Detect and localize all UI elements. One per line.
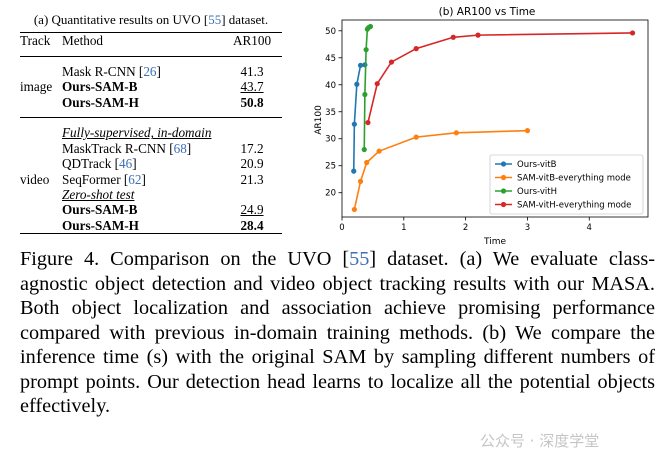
data-point bbox=[351, 168, 357, 174]
track-video: video bbox=[20, 171, 50, 187]
citation-link[interactable]: 68 bbox=[173, 140, 187, 156]
y-tick-label: 35 bbox=[325, 108, 336, 118]
legend-swatch-marker bbox=[500, 161, 507, 167]
y-tick-label: 25 bbox=[325, 162, 336, 172]
data-point bbox=[413, 134, 419, 140]
series-ours-vith bbox=[361, 23, 374, 153]
data-point bbox=[354, 81, 360, 87]
citation-link[interactable]: 62 bbox=[128, 171, 142, 187]
header-method: Method bbox=[62, 33, 104, 48]
chart-title: (b) AR100 vs Time bbox=[439, 6, 536, 18]
x-tick-label: 2 bbox=[463, 223, 468, 233]
top-rule bbox=[20, 32, 282, 33]
legend-swatch-marker bbox=[500, 174, 507, 181]
data-point bbox=[629, 30, 636, 36]
results-table-panel: (a) Quantitative results on UVO [55] dat… bbox=[20, 12, 282, 235]
series-sam-vitb-everything-mode bbox=[351, 128, 531, 213]
x-tick-label: 4 bbox=[587, 223, 592, 233]
table-caption: (a) Quantitative results on UVO [55] dat… bbox=[33, 12, 269, 27]
figure-caption: Figure 4. Comparison on the UVO [55] dat… bbox=[20, 248, 656, 417]
x-axis-label: Time bbox=[483, 237, 506, 247]
data-point bbox=[453, 130, 459, 136]
header-track: Track bbox=[20, 33, 51, 48]
y-axis-label: AR100 bbox=[314, 105, 324, 135]
data-point bbox=[388, 59, 395, 65]
series-ours-vitb bbox=[351, 62, 368, 174]
data-point bbox=[413, 46, 419, 52]
bottom-rule bbox=[20, 233, 282, 235]
data-point bbox=[376, 148, 382, 154]
table-header-row: Track Method AR100 bbox=[20, 33, 282, 48]
citation-link[interactable]: 26 bbox=[143, 63, 157, 79]
x-tick-label: 0 bbox=[339, 223, 344, 233]
header-rule bbox=[20, 55, 282, 57]
table-row: image Mask R-CNN [26] 41.3 bbox=[20, 63, 282, 94]
data-point bbox=[357, 178, 364, 184]
group-rule bbox=[20, 117, 282, 119]
section-label-supervised: Fully-supervised, in-domain bbox=[62, 125, 212, 141]
legend-entry: Ours-vitH bbox=[517, 187, 557, 197]
y-tick-label: 45 bbox=[325, 54, 336, 64]
watermark-text: 公众号 · 深度学堂 bbox=[480, 432, 600, 450]
table-row: Ours-SAM-B 24.9 bbox=[62, 202, 264, 218]
data-point bbox=[367, 23, 374, 30]
y-tick-label: 40 bbox=[325, 81, 336, 91]
data-point bbox=[357, 62, 364, 68]
series-line bbox=[352, 64, 365, 172]
data-point bbox=[450, 34, 456, 40]
data-point bbox=[475, 32, 481, 38]
legend-box bbox=[489, 154, 644, 215]
table-row: Ours-SAM-H 28.4 bbox=[62, 217, 264, 233]
table-row: Ours-SAM-B 43.7 bbox=[62, 79, 264, 95]
data-point bbox=[351, 121, 357, 127]
data-point bbox=[361, 146, 367, 153]
series-line bbox=[367, 32, 633, 123]
data-point bbox=[363, 47, 369, 53]
ar100-vs-time-chart: (b) AR100 vs Time 0 1 2 3 4 20 25 30 35 40 45 50 Ti… bbox=[314, 6, 649, 247]
track-image: image bbox=[20, 79, 53, 95]
x-tick-label: 1 bbox=[401, 223, 406, 233]
y-tick-label: 50 bbox=[325, 27, 336, 37]
table-row: MaskTrack R-CNN [68] 17.2 bbox=[62, 140, 264, 156]
data-point bbox=[365, 119, 371, 126]
section-row: video Fully-supervised, in-domain bbox=[20, 125, 282, 186]
section-label-zero-shot: Zero-shot test bbox=[62, 187, 135, 203]
table-row: SeqFormer [62] 21.3 bbox=[62, 171, 264, 187]
data-point bbox=[374, 81, 380, 87]
results-table: Track Method AR100 image Mask R-CNN [26]… bbox=[20, 33, 282, 233]
header-ar100: AR100 bbox=[232, 33, 272, 48]
legend-entry: SAM-vitH-everything mode bbox=[517, 201, 631, 211]
legend-entry: Ours-vitB bbox=[517, 160, 557, 170]
series-line bbox=[363, 25, 371, 150]
y-tick-label: 20 bbox=[325, 189, 336, 199]
data-point bbox=[364, 159, 370, 166]
legend-swatch-marker bbox=[500, 201, 507, 208]
plot-frame bbox=[341, 19, 649, 218]
data-point bbox=[362, 91, 368, 98]
chart-legend: Ours-vitB SAM-vitB-everything mode Ours-vi… bbox=[489, 154, 644, 215]
legend-entry: SAM-vitB-everything mode bbox=[517, 174, 631, 184]
series-sam-vith-everything-mode bbox=[365, 30, 636, 126]
citation-link[interactable]: 55 bbox=[208, 12, 222, 27]
y-tick-label: 30 bbox=[325, 135, 336, 145]
legend-swatch-marker bbox=[500, 188, 507, 194]
section-row: Zero-shot test bbox=[20, 187, 282, 202]
x-tick-label: 3 bbox=[525, 223, 530, 233]
table-row: QDTrack [46] 20.9 bbox=[62, 156, 264, 172]
data-point bbox=[351, 206, 357, 213]
citation-link[interactable]: 55 bbox=[349, 248, 370, 270]
table-row: Ours-SAM-H 50.8 bbox=[62, 94, 264, 110]
data-point bbox=[524, 128, 531, 134]
citation-link[interactable]: 46 bbox=[119, 156, 133, 172]
